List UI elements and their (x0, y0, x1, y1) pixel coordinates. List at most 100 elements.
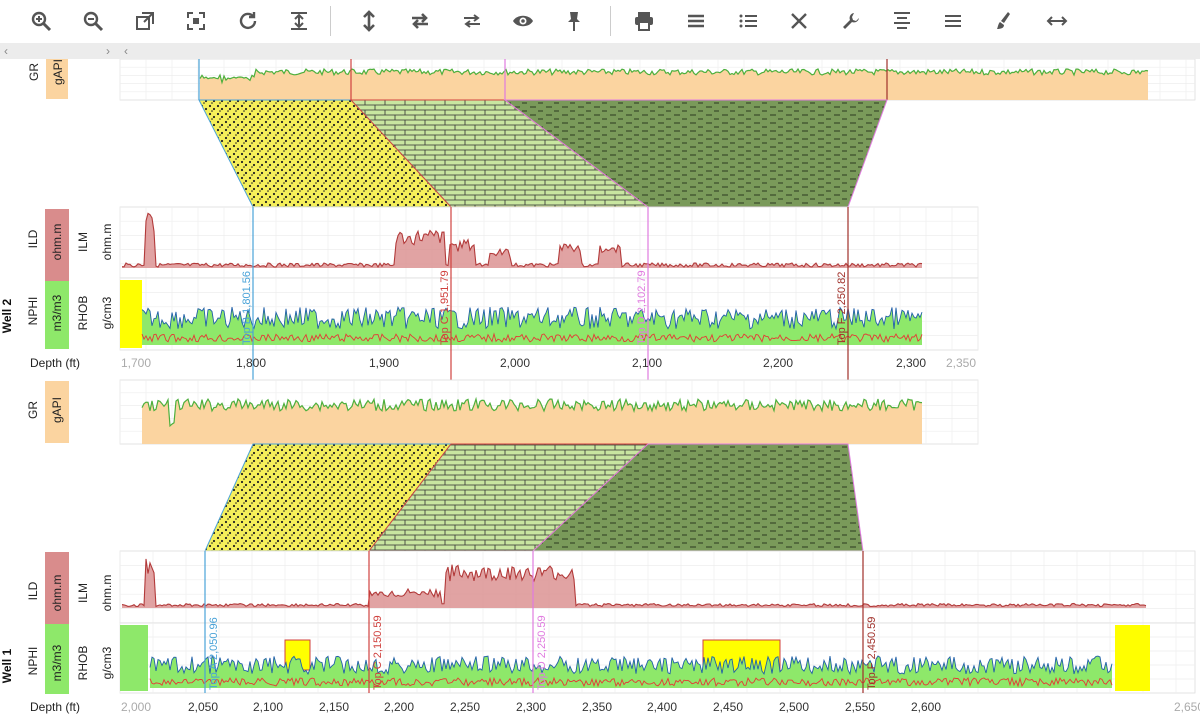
well1-depth-tick: 2,550 (845, 700, 876, 714)
well2-gr-label: GR (26, 401, 40, 419)
well2-top-label: Top F 2,250.82 (836, 272, 848, 345)
well1-depth-tick: 2,150 (319, 700, 350, 714)
refresh-button[interactable] (231, 4, 265, 38)
well2-depth-tick: 2,350 (946, 356, 977, 370)
eye-button[interactable] (506, 4, 540, 38)
well1-top-label: Top F 2,450.59 (866, 617, 878, 690)
well1-rhob-unit: g/cm3 (100, 646, 114, 680)
well1-depth-tick: 2,450 (713, 700, 744, 714)
well1-top-label: Top D 2,250.59 (536, 615, 548, 690)
horizontal-arrows-button[interactable] (1040, 4, 1074, 38)
well2-rhob-unit: g/cm3 (100, 296, 114, 330)
refresh-icon (239, 12, 257, 30)
well1-ild-unit: ohm.m (50, 574, 64, 612)
zoom-out-button[interactable] (76, 4, 110, 38)
align-center-icon (894, 12, 910, 29)
well1-depth-tick: 2,250 (450, 700, 481, 714)
well-1-name: Well 1 (0, 648, 15, 684)
open-external-icon (136, 12, 154, 30)
well1-rhob-label: RHOB (76, 645, 90, 681)
well2-depth-tick: 2,300 (896, 356, 927, 370)
well2-highlight-block (120, 280, 142, 348)
well1-depth-tick: 2,000 (121, 700, 152, 714)
well1-depth-tick: 2,400 (647, 700, 678, 714)
well-2-name: Well 2 (0, 298, 15, 334)
well2-depth-tick: 1,900 (369, 356, 400, 370)
well1-top-label: Top A 2,050.96 (208, 617, 220, 690)
close-button[interactable] (782, 4, 816, 38)
menu-lines-icon (688, 14, 704, 28)
well2-nphi-label: NPHI (26, 296, 40, 326)
correlation-plot[interactable]: Top B 1,801.56 Top C 1,951.79 Top D 2,102.… (0, 59, 1200, 720)
well2-ild-unit: ohm.m (50, 223, 64, 261)
well2-ild-unit-box (45, 209, 69, 281)
horizontal-scrollbar[interactable]: ‹ › ‹ (0, 43, 1200, 59)
well1-depth-tick: 2,300 (516, 700, 547, 714)
fit-height-button[interactable] (282, 4, 316, 38)
eye-icon (513, 15, 533, 27)
lines-button[interactable] (936, 4, 970, 38)
fit-screen-button[interactable] (179, 4, 213, 38)
well1-depth-tick: 2,050 (188, 700, 219, 714)
toolbar (0, 0, 1200, 42)
brush-icon (997, 12, 1010, 29)
align-center-button[interactable] (885, 4, 919, 38)
print-button[interactable] (627, 4, 661, 38)
well1-nphi-block (120, 625, 148, 691)
wrench-button[interactable] (834, 4, 868, 38)
well2-top-label: Top D 2,102.79 (636, 270, 648, 345)
wrench-icon (843, 13, 859, 29)
well1-depth-tick: 2,200 (384, 700, 415, 714)
well2-rhob-curve (141, 305, 923, 331)
pin-icon (568, 12, 580, 31)
list-button[interactable] (731, 4, 765, 38)
well2-gr-unit-box (45, 381, 69, 443)
scroll-right-arrow[interactable]: › (106, 44, 110, 58)
close-icon (791, 13, 807, 29)
well2-depth-tick: 2,200 (763, 356, 794, 370)
well1-depth-tick: 2,500 (779, 700, 810, 714)
well1-ilm-unit: ohm.m (100, 574, 114, 612)
menu-lines-button[interactable] (679, 4, 713, 38)
zoom-in-icon (31, 11, 52, 32)
well1-ild-track-frame (119, 550, 1196, 624)
well2-depth-tick: 2,000 (500, 356, 531, 370)
scroll-left-arrow-2[interactable]: ‹ (124, 44, 128, 58)
pin-button[interactable] (557, 4, 591, 38)
list-icon (739, 14, 757, 28)
well1-top-label: Top C 2,150.59 (372, 615, 384, 690)
well2-ilm-label: ILM (76, 232, 90, 253)
well1-ild-curve (121, 558, 1147, 608)
well1-depth-tick: 2,600 (911, 700, 942, 714)
well2-depth-tick: 1,700 (121, 356, 152, 370)
open-external-button[interactable] (128, 4, 162, 38)
well1-nphi-label: NPHI (26, 646, 40, 676)
well2-nphi-unit: m3/m3 (50, 294, 64, 332)
scroll-left-arrow[interactable]: ‹ (4, 44, 8, 58)
print-icon (635, 12, 653, 31)
well2-rhob-label: RHOB (76, 295, 90, 331)
well2-ild-curve (121, 212, 923, 268)
swap-horizontal-button[interactable] (403, 4, 437, 38)
well1-depth-tick: 2,350 (582, 700, 613, 714)
horizontal-arrows-icon (1046, 16, 1068, 26)
swap-horizontal-icon (412, 13, 428, 29)
well2-ild-label: ILD (26, 229, 40, 249)
well2-gr-unit: gAPI (50, 397, 64, 424)
gr-unit-label: gAPI (51, 59, 65, 86)
zoom-in-button[interactable] (24, 4, 58, 38)
swap-arrows-button[interactable] (455, 4, 489, 38)
vertical-arrows-button[interactable] (352, 4, 386, 38)
toolbar-separator (330, 6, 331, 36)
zoom-out-icon (83, 11, 104, 32)
brush-button[interactable] (988, 4, 1022, 38)
swap-arrows-icon (464, 14, 480, 28)
well2-depth-tick: 2,100 (632, 356, 663, 370)
well-correlation-canvas[interactable]: Top B 1,801.56 Top C 1,951.79 Top D 2,102.… (0, 59, 1200, 720)
toolbar-separator (610, 6, 611, 36)
well2-nphi-unit-box (45, 281, 69, 349)
lines-icon (945, 15, 961, 27)
well1-nphi-unit: m3/m3 (50, 644, 64, 682)
well2-depth-label: Depth (ft) (30, 356, 81, 370)
fit-height-icon (291, 12, 307, 30)
